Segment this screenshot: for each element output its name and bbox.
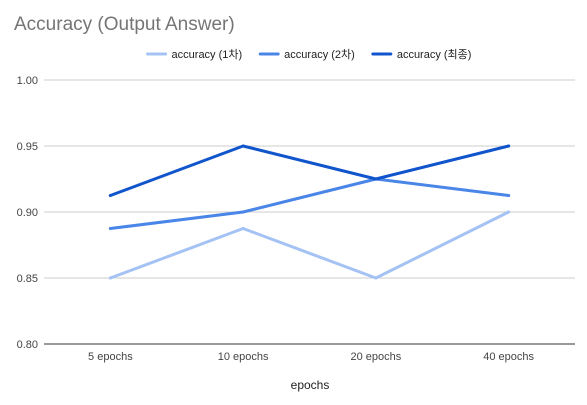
data-point <box>507 210 511 214</box>
data-point <box>374 276 378 280</box>
y-tick-label: 0.80 <box>17 339 38 351</box>
data-point <box>241 227 245 230</box>
legend-label: accuracy (1차) <box>172 48 243 61</box>
series-lines <box>108 144 511 280</box>
legend-label: accuracy (최종) <box>397 48 472 61</box>
gridlines <box>44 79 575 345</box>
x-tick-label: 10 epochs <box>218 351 269 363</box>
series-line <box>108 177 511 230</box>
y-tick-label: 0.85 <box>17 273 38 285</box>
data-point <box>374 177 378 181</box>
data-point <box>108 276 112 280</box>
x-tick-label: 20 epochs <box>350 351 401 363</box>
y-tick-label: 0.90 <box>17 207 38 219</box>
data-point <box>507 194 511 197</box>
data-point <box>241 210 245 214</box>
legend-item: accuracy (2차) <box>258 48 355 61</box>
legend-label: accuracy (2차) <box>284 48 355 61</box>
data-point <box>507 144 511 148</box>
data-point <box>241 144 245 148</box>
series-line <box>108 144 511 197</box>
legend-item: accuracy (최종) <box>371 48 472 61</box>
y-axis-ticks: 0.80 0.85 0.90 0.95 1.00 <box>17 75 38 351</box>
legend: accuracy (1차) accuracy (2차) accuracy (최종) <box>146 48 472 61</box>
data-point <box>108 194 112 197</box>
y-tick-label: 0.95 <box>17 141 38 153</box>
y-tick-label: 1.00 <box>17 75 38 87</box>
series-1 <box>108 210 511 280</box>
series-line <box>108 210 511 280</box>
chart-title: Accuracy (Output Answer) <box>14 14 235 35</box>
x-tick-label: 5 epochs <box>88 351 133 363</box>
legend-item: accuracy (1차) <box>146 48 243 61</box>
x-axis-ticks: 5 epochs 10 epochs 20 epochs 40 epochs <box>88 351 534 363</box>
x-axis-title: epochs <box>291 378 330 392</box>
x-tick-label: 40 epochs <box>483 351 534 363</box>
data-point <box>108 227 112 230</box>
series-3 <box>108 144 511 197</box>
series-2 <box>108 177 511 230</box>
